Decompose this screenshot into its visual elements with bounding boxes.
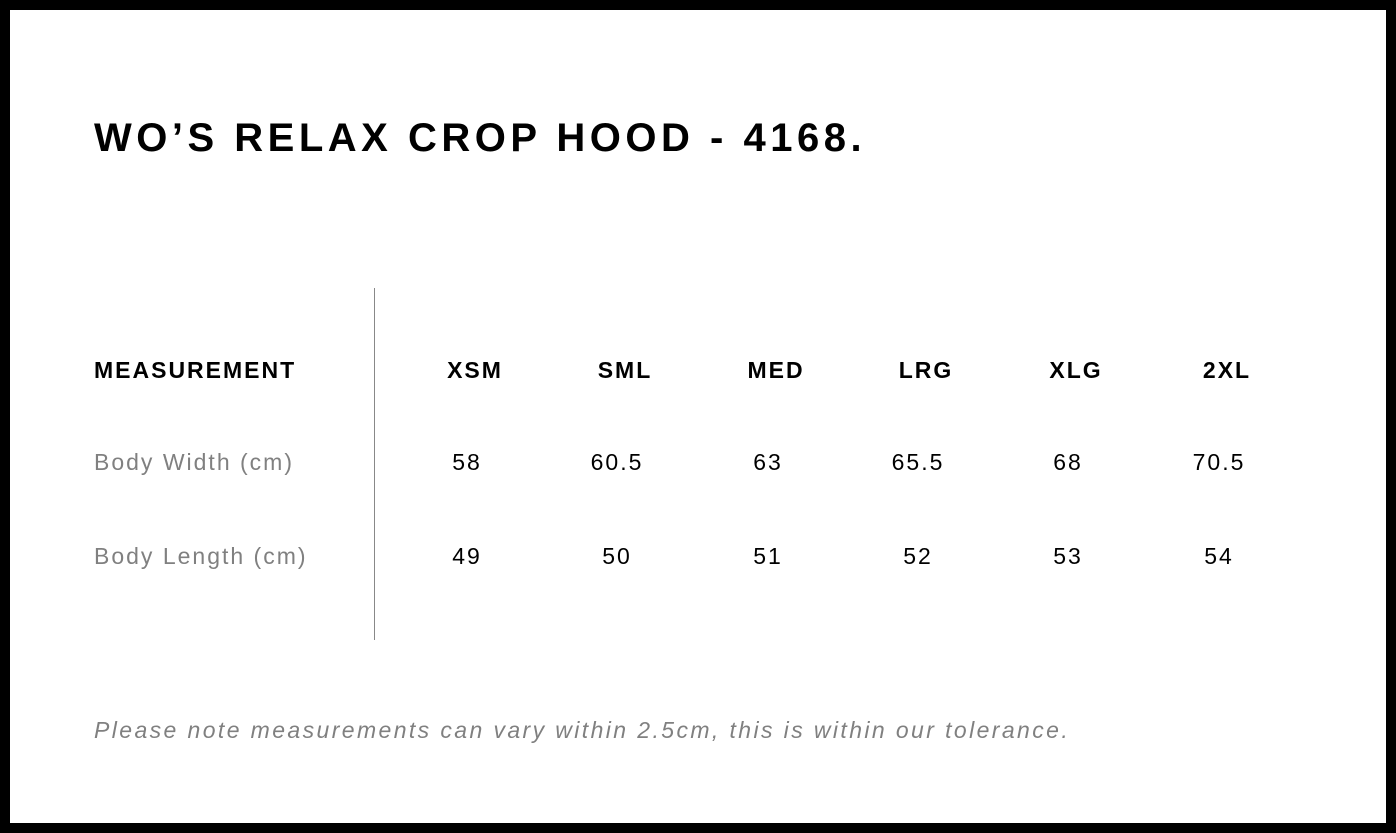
table-cell: 50: [602, 543, 632, 569]
table-cell: 51: [753, 543, 783, 569]
size-header: 2XL: [1202, 357, 1252, 383]
row-label: Body Length (cm): [94, 543, 308, 569]
table-cell: 70.5: [1192, 449, 1246, 475]
table-cell: 53: [1053, 543, 1083, 569]
size-header: MED: [747, 357, 805, 383]
table-cell: 54: [1204, 543, 1234, 569]
size-header: XLG: [1049, 357, 1103, 383]
size-header: SML: [597, 357, 653, 383]
page-title: WO’S RELAX CROP HOOD - 4168.: [94, 116, 867, 160]
table-cell: 58: [452, 449, 482, 475]
tolerance-note: Please note measurements can vary within…: [94, 717, 1071, 743]
table-cell: 63: [753, 449, 783, 475]
table-cell: 65.5: [891, 449, 945, 475]
table-cell: 68: [1053, 449, 1083, 475]
row-label: Body Width (cm): [94, 449, 294, 475]
table-cell: 52: [903, 543, 933, 569]
size-chart-card: WO’S RELAX CROP HOOD - 4168. MEASUREMENT…: [10, 10, 1386, 823]
table-cell: 49: [452, 543, 482, 569]
size-header: XSM: [447, 357, 503, 383]
table-cell: 60.5: [590, 449, 644, 475]
size-header: LRG: [898, 357, 954, 383]
column-divider: [374, 288, 375, 640]
measurement-header: MEASUREMENT: [94, 357, 297, 383]
